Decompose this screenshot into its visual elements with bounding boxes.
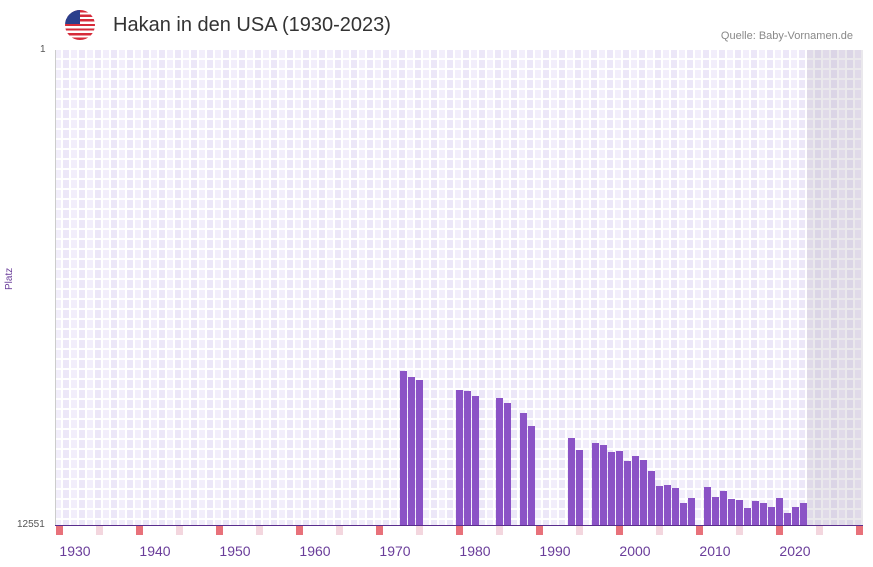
decade-marker — [56, 526, 63, 535]
decade-marker — [96, 526, 103, 535]
decade-marker — [816, 526, 823, 535]
future-shade — [807, 50, 863, 525]
x-tick-label: 1950 — [219, 543, 251, 559]
bar-2019[interactable] — [784, 513, 791, 525]
x-tick-label: 1990 — [539, 543, 571, 559]
bar-2003[interactable] — [656, 486, 663, 525]
bar-1999[interactable] — [624, 460, 631, 525]
decade-marker — [856, 526, 863, 535]
decade-marker — [496, 526, 503, 535]
bar-2004[interactable] — [664, 484, 671, 525]
x-tick-label: 2000 — [619, 543, 651, 559]
decade-marker — [216, 526, 223, 535]
bar-2007[interactable] — [688, 497, 695, 525]
x-tick-label: 2020 — [779, 543, 811, 559]
bar-1996[interactable] — [600, 444, 607, 525]
bar-2009[interactable] — [704, 487, 711, 525]
decade-marker — [376, 526, 383, 535]
bar-2021[interactable] — [800, 503, 807, 525]
x-tick-label: 1940 — [139, 543, 171, 559]
decade-marker — [416, 526, 423, 535]
plot-area — [55, 50, 863, 525]
bar-2000[interactable] — [632, 456, 639, 525]
bar-1986[interactable] — [520, 412, 527, 525]
bar-1978[interactable] — [456, 389, 463, 525]
decade-marker — [176, 526, 183, 535]
x-tick-label: 1930 — [59, 543, 91, 559]
bar-1972[interactable] — [408, 376, 415, 525]
decade-marker — [336, 526, 343, 535]
bar-2015[interactable] — [752, 501, 759, 525]
decade-marker — [656, 526, 663, 535]
bar-2002[interactable] — [648, 470, 655, 525]
bar-1995[interactable] — [592, 442, 599, 525]
bar-1987[interactable] — [528, 425, 535, 525]
bar-2012[interactable] — [728, 498, 735, 525]
decade-marker — [256, 526, 263, 535]
bar-2020[interactable] — [792, 507, 799, 525]
decade-marker — [136, 526, 143, 535]
decade-marker — [736, 526, 743, 535]
bar-2005[interactable] — [672, 488, 679, 525]
bar-1979[interactable] — [464, 390, 471, 525]
bar-2011[interactable] — [720, 491, 727, 525]
bar-1971[interactable] — [400, 370, 407, 525]
y-tick-top: 1 — [40, 44, 46, 55]
decade-marker — [576, 526, 583, 535]
bar-1998[interactable] — [616, 451, 623, 525]
decade-marker — [696, 526, 703, 535]
bar-2010[interactable] — [712, 496, 719, 525]
chart-title: Hakan in den USA (1930-2023) — [113, 14, 391, 36]
us-flag-icon — [65, 10, 95, 40]
x-axis-line — [55, 525, 863, 526]
bar-1983[interactable] — [496, 397, 503, 525]
bar-2013[interactable] — [736, 499, 743, 525]
bar-2018[interactable] — [776, 497, 783, 525]
bar-2017[interactable] — [768, 507, 775, 525]
bar-1980[interactable] — [472, 396, 479, 525]
decade-marker — [776, 526, 783, 535]
bar-2006[interactable] — [680, 503, 687, 525]
decade-marker — [296, 526, 303, 535]
decade-marker — [536, 526, 543, 535]
bar-1997[interactable] — [608, 451, 615, 525]
y-axis-line — [55, 50, 56, 525]
source-link[interactable]: Quelle: Baby-Vornamen.de — [720, 30, 853, 42]
decade-marker — [456, 526, 463, 535]
bar-1973[interactable] — [416, 380, 423, 525]
x-tick-label: 2010 — [699, 543, 731, 559]
x-tick-label: 1980 — [459, 543, 491, 559]
y-tick-bottom: 12551 — [17, 519, 45, 530]
bar-2016[interactable] — [760, 503, 767, 525]
x-tick-label: 1960 — [299, 543, 331, 559]
bar-1992[interactable] — [568, 437, 575, 525]
bar-2001[interactable] — [640, 460, 647, 525]
decade-marker — [616, 526, 623, 535]
bar-2014[interactable] — [744, 508, 751, 525]
y-axis-title: Platz — [4, 267, 15, 290]
bar-1984[interactable] — [504, 402, 511, 525]
bar-1993[interactable] — [576, 449, 583, 525]
x-tick-label: 1970 — [379, 543, 411, 559]
